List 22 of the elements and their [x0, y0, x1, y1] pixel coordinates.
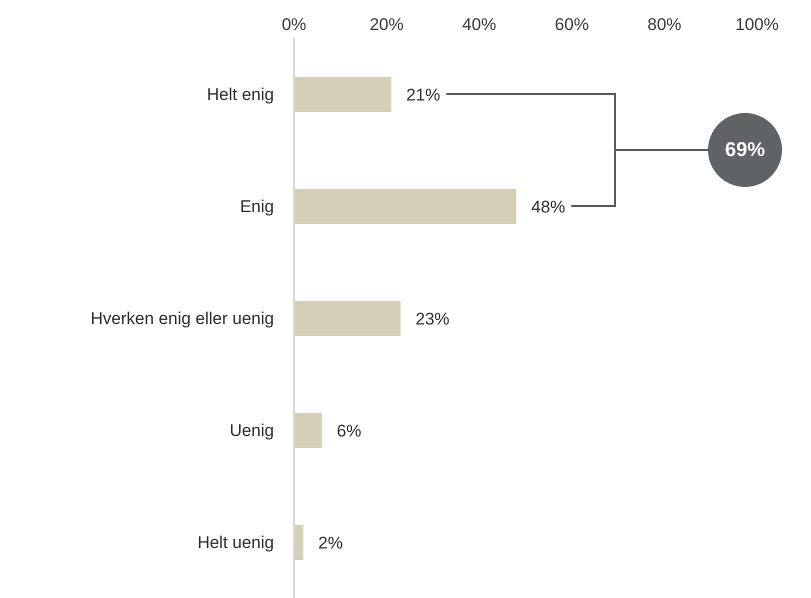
data-label: 48% — [531, 198, 566, 217]
x-tick-label: 0% — [282, 15, 306, 34]
data-label: 6% — [336, 422, 362, 441]
annotation: 69% — [724, 139, 766, 161]
bar — [294, 301, 400, 336]
y-tick-label: Enig — [240, 197, 274, 216]
y-tick-label: Helt enig — [206, 85, 274, 104]
bar — [294, 413, 322, 448]
y-tick-label: Helt uenig — [197, 533, 274, 552]
data-label: 21% — [406, 86, 440, 105]
bar — [294, 189, 516, 224]
bar — [294, 77, 392, 112]
data-label: 23% — [415, 310, 450, 329]
x-tick-label: 80% — [647, 15, 682, 34]
x-tick-label: 100% — [735, 15, 779, 34]
y-tick-label: Hverken enig eller uenig — [90, 309, 274, 328]
x-tick-label: 60% — [554, 15, 589, 34]
bar — [294, 525, 304, 560]
data-label: 2% — [318, 534, 343, 553]
y-tick-label: Uenig — [230, 421, 274, 440]
x-tick-label: 20% — [370, 15, 404, 34]
x-tick-label: 40% — [462, 15, 496, 34]
